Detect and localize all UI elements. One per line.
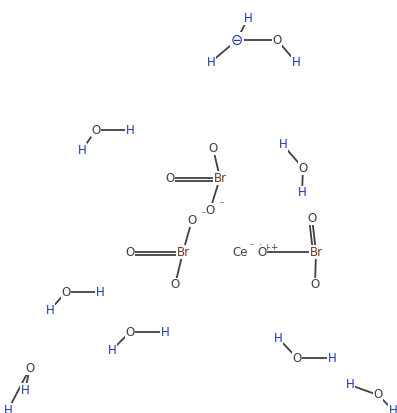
Text: Br: Br [309,245,322,259]
Text: Ce: Ce [232,245,248,259]
Text: H: H [328,351,336,365]
Text: H: H [21,384,29,396]
Text: +++: +++ [256,242,279,252]
Text: O: O [373,389,383,401]
Text: O: O [62,285,71,299]
Text: H: H [125,123,134,137]
Text: ⊖: ⊖ [231,33,243,47]
Text: O: O [125,245,135,259]
Text: O: O [125,325,135,339]
Text: O: O [187,214,197,226]
Text: Br: Br [214,171,227,185]
Text: H: H [244,12,252,24]
Text: ⁻: ⁻ [218,200,224,210]
Text: H: H [206,55,216,69]
Text: O: O [272,33,281,47]
Text: H: H [108,344,116,356]
Text: H: H [298,187,306,199]
Text: H: H [161,325,170,339]
Text: O: O [257,245,267,259]
Text: H: H [4,404,12,413]
Text: O: O [299,161,308,175]
Text: O: O [292,351,302,365]
Text: O: O [91,123,100,137]
Text: O: O [170,278,179,292]
Text: H: H [78,143,87,157]
Text: O: O [166,171,175,185]
Text: O: O [25,361,35,375]
Text: H: H [292,55,301,69]
Text: O: O [205,204,215,216]
Text: H: H [279,138,287,152]
Text: H: H [274,332,282,344]
Text: O: O [208,142,218,154]
Text: H: H [346,378,355,392]
Text: O: O [310,278,320,292]
Text: O: O [307,211,317,225]
Text: H: H [96,285,104,299]
Text: Br: Br [176,245,189,259]
Text: H: H [389,404,397,413]
Text: ⁻: ⁻ [249,242,254,252]
Text: ⁻: ⁻ [200,210,206,220]
Text: H: H [46,304,54,316]
